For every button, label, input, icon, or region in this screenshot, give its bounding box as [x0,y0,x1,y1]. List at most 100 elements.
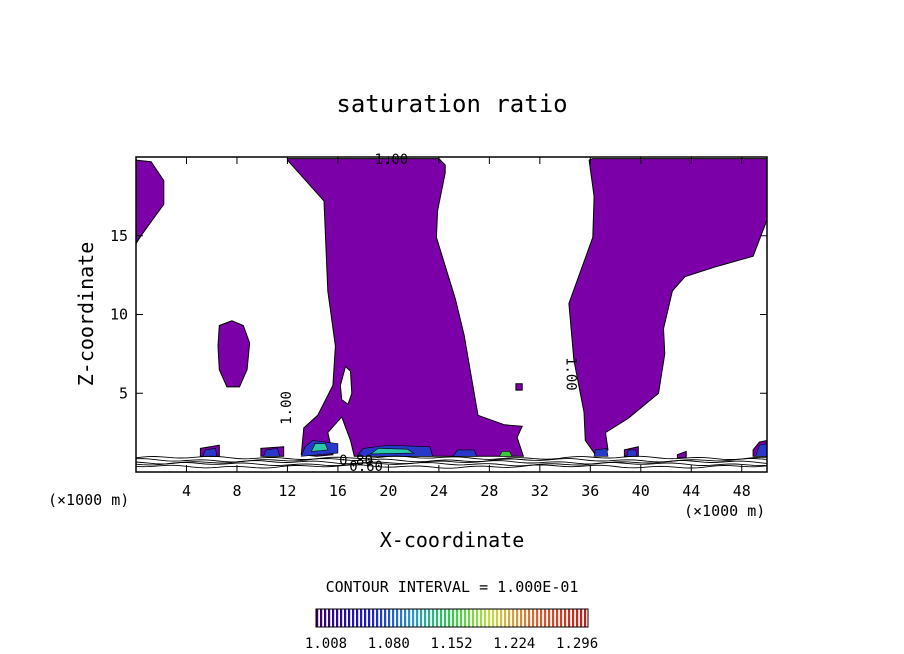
colorbar-bin-23 [408,609,411,627]
colorbar-tick-0: 1.008 [305,636,347,652]
moist-patch-5 [499,451,513,457]
colorbar-bin-31 [440,609,443,627]
surface-contour-2 [136,460,767,465]
colorbar-frame [315,608,589,628]
colorbar-bin-2 [324,609,327,627]
colorbar-bin-20 [396,609,399,627]
colorbar-bin-5 [336,609,339,627]
colorbar-bin-21 [400,609,403,627]
x-axis-label: X-coordinate [380,528,525,552]
colorbar-bin-19 [392,609,395,627]
colorbar-bin-41 [480,609,483,627]
y-axis-label: Z-coordinate [74,242,98,387]
contour-label-2: 1.00 [279,391,295,425]
colorbar-bin-25 [416,609,419,627]
x-tick-label-12: 12 [278,482,296,500]
y-tick-label-5: 5 [119,384,128,402]
colorbar-bin-3 [328,609,331,627]
colorbar-bin-12 [364,609,367,627]
colorbar-bin-11 [360,609,363,627]
colorbar-bin-17 [384,609,387,627]
colorbar-bin-0 [316,609,319,627]
colorbar-bin-50 [516,609,519,627]
colorbar-bin-56 [540,609,543,627]
region-left-edge [136,159,165,245]
colorbar-bin-67 [584,609,587,627]
colorbar-bin-13 [368,609,371,627]
colorbar-bin-7 [344,609,347,627]
colorbar-bin-10 [356,609,359,627]
colorbar-bin-64 [572,609,575,627]
x-tick-label-32: 32 [531,482,549,500]
moist-patch-7 [626,449,638,457]
colorbar-bin-65 [576,609,579,627]
x-tick-label-28: 28 [480,482,498,500]
colorbar-bin-16 [380,609,383,627]
colorbar-bin-8 [348,609,351,627]
contour-label-3: 0.80 [339,453,373,469]
colorbar-bin-35 [456,609,459,627]
colorbar-bin-59 [552,609,555,627]
colorbar-bin-58 [548,609,551,627]
colorbar-bin-37 [464,609,467,627]
surface-contour-0 [136,455,767,460]
x-tick-label-16: 16 [329,482,347,500]
colorbar-bin-49 [512,609,515,627]
colorbar-bin-36 [460,609,463,627]
y-tick-label-15: 15 [110,227,128,245]
colorbar-tick-3: 1.224 [493,636,535,652]
colorbar-bin-55 [536,609,539,627]
colorbar-bin-34 [452,609,455,627]
colorbar-bin-24 [412,609,415,627]
colorbar-bin-15 [376,609,379,627]
colorbar-bin-62 [564,609,567,627]
moist-patch-6 [593,448,609,457]
colorbar-bin-53 [528,609,531,627]
colorbar-bin-26 [420,609,423,627]
moist-patch-8 [755,443,767,457]
moist-patch-10 [263,448,281,457]
colorbar-tick-1: 1.080 [368,636,410,652]
contour-label-1: 1.00 [562,357,578,391]
moist-patch-1 [310,443,329,452]
colorbar: 1.008 1.080 1.152 1.224 1.296 [305,608,598,652]
colorbar-bin-61 [560,609,563,627]
colorbar-bin-51 [520,609,523,627]
colorbar-bin-66 [580,609,583,627]
colorbar-tick-4: 1.296 [556,636,598,652]
colorbar-bin-44 [492,609,495,627]
x-tick-label-36: 36 [581,482,599,500]
colorbar-bin-47 [504,609,507,627]
colorbar-bin-60 [556,609,559,627]
colorbar-tick-2: 1.152 [430,636,472,652]
x-unit-left: (×1000 m) [48,491,129,509]
colorbar-bin-42 [484,609,487,627]
contour-label-4: 0.60 [349,459,383,475]
colorbar-bin-63 [568,609,571,627]
colorbar-bin-22 [404,609,407,627]
plot-layers [136,158,767,469]
moist-patch-4 [452,449,478,457]
region-isolated-blob [217,320,251,388]
x-tick-label-44: 44 [682,482,700,500]
x-tick-label-4: 4 [182,482,191,500]
colorbar-bin-4 [332,609,335,627]
colorbar-bin-18 [388,609,391,627]
region-central-plume [286,158,525,457]
contour-label-0: 1.00 [375,152,409,168]
x-tick-label-8: 8 [232,482,241,500]
colorbar-bin-30 [436,609,439,627]
y-tick-label-10: 10 [110,306,128,324]
colorbar-bin-43 [488,609,491,627]
colorbar-bin-54 [532,609,535,627]
chart-title: saturation ratio [336,90,567,118]
colorbar-bin-32 [444,609,447,627]
colorbar-bin-40 [476,609,479,627]
region-central-plume-hole [339,365,353,406]
colorbar-bin-9 [352,609,355,627]
colorbar-bin-48 [508,609,511,627]
plot-area: 1.00 1.00 1.00 0.800.60 [136,152,767,475]
contour-interval: CONTOUR INTERVAL = 1.000E-01 [326,578,579,596]
